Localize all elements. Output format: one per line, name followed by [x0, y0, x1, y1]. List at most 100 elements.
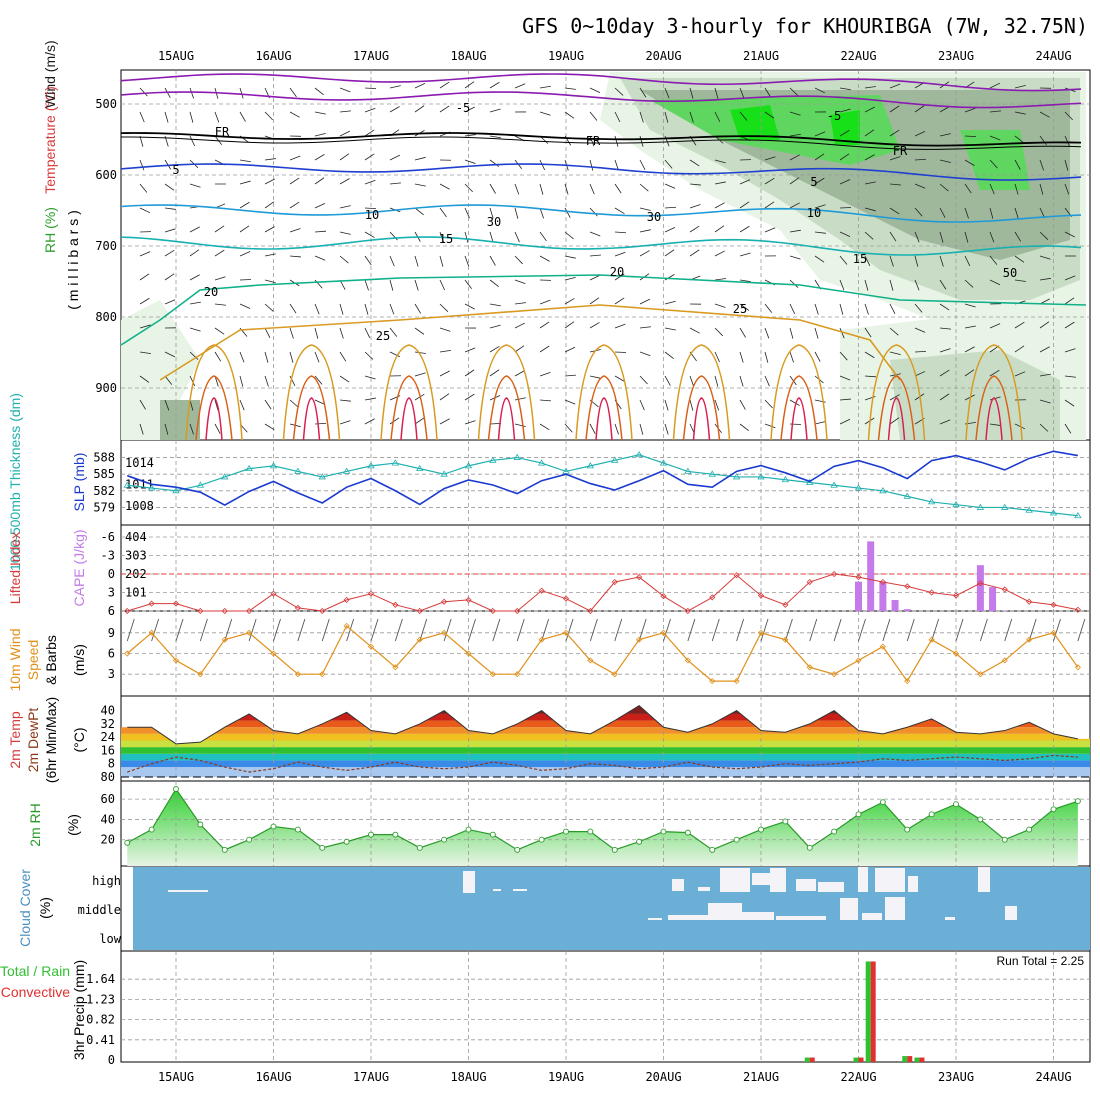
wind-barb [589, 135, 595, 147]
contour-label: 5 [172, 163, 179, 177]
wind-barb [889, 83, 901, 89]
wind10m-barb [1053, 618, 1061, 642]
wind-barb [389, 106, 400, 113]
wind-barb [664, 206, 677, 209]
thickness-tick: 588 [93, 451, 115, 465]
wind-barb [814, 255, 825, 263]
wind-barb [539, 423, 550, 431]
li-point [514, 607, 521, 615]
wind-barb [939, 327, 951, 330]
temp2m-tick: 16 [101, 743, 115, 757]
li-point [392, 601, 399, 608]
contour-25-bubble [185, 344, 243, 441]
wind-barb [714, 181, 726, 185]
wind10m-barb [663, 618, 671, 642]
rh-shade-light [121, 300, 200, 440]
wind-barb [939, 106, 950, 113]
wind-barb [314, 230, 326, 233]
wind-barb [139, 251, 151, 257]
contour-minus5 [120, 91, 1082, 109]
wind-barb [889, 279, 894, 291]
rh2m-point [489, 831, 496, 838]
wind-barb [414, 207, 424, 216]
cloud-level-label: low [99, 932, 121, 946]
contour-label: 20 [610, 265, 624, 279]
wind-barb [1064, 183, 1070, 195]
wind-barb [514, 207, 519, 219]
wind-barb [1039, 346, 1050, 353]
temp2m-tick: 80 [101, 770, 115, 784]
wind-barb [939, 419, 951, 425]
wind-barb [1014, 423, 1026, 430]
wind-barb [739, 351, 744, 363]
wind-barb [764, 423, 776, 429]
contour-30-bubble [292, 375, 331, 441]
wind10m-barb [199, 618, 208, 642]
wind10m-barb [760, 618, 769, 642]
thickness-point [342, 467, 351, 474]
wind-barb [739, 252, 751, 257]
wind-barb [589, 254, 601, 257]
wind-barb [889, 417, 900, 425]
contour-25 [159, 304, 901, 381]
wind-barb [289, 351, 294, 363]
li-tick: 6 [108, 604, 115, 618]
wind-barb [439, 183, 450, 190]
wind-barb [464, 279, 472, 290]
wind-barb [614, 423, 619, 435]
precip-tick: 1.64 [86, 972, 115, 986]
wind10m-label-c: & Barbs [43, 635, 59, 685]
pressure-tick: 900 [95, 381, 117, 395]
wind-barb [614, 323, 626, 329]
wind-barb [364, 207, 377, 209]
contour-label: 15 [853, 252, 867, 266]
rh2m-point [758, 826, 764, 833]
wind-barb [339, 327, 344, 339]
wind-barb [1064, 159, 1069, 171]
wind-barb [964, 231, 969, 243]
wind-barb [889, 105, 900, 113]
wind-barb [1014, 345, 1025, 353]
contour-label: FR [586, 134, 601, 148]
contour-35-bubble [302, 397, 321, 441]
wind10m-barb [443, 618, 452, 642]
precip-label: 3hr Precip (mm) [71, 960, 87, 1060]
wind-barb [1014, 255, 1025, 263]
wind-barb [564, 111, 575, 119]
wind10m-barb [809, 618, 818, 642]
rh2m-label-b: (%) [65, 814, 81, 836]
wind-barb [814, 177, 825, 185]
wind-barb [489, 207, 494, 219]
li-point [879, 578, 886, 586]
wind-barb [314, 399, 326, 405]
wind-barb [714, 250, 725, 257]
contour-30-bubble [682, 375, 721, 441]
wind-barb [414, 372, 426, 377]
wind-barb [539, 299, 551, 305]
temp-band [121, 713, 1090, 721]
wind-barb [514, 370, 525, 377]
wind-barb [364, 375, 376, 380]
wind-barb [864, 351, 875, 359]
wind-barb [264, 423, 275, 431]
wind-barb [614, 375, 625, 382]
thickness-point [123, 481, 131, 488]
cape-li-panel: -6 -3 0 3 6 404 303 202 101 [101, 525, 1090, 618]
wind10m-point [587, 657, 594, 664]
wind-barb [189, 351, 199, 360]
contour-10 [120, 204, 1082, 223]
wind-label: Wind (m/s) [42, 40, 58, 108]
date-label-bottom: 15AUG [158, 1070, 194, 1084]
wind-barb [489, 303, 501, 307]
wind-barb [264, 399, 272, 410]
wind-barb [439, 303, 449, 312]
precip-total-bar [804, 1057, 810, 1062]
thickness-point [537, 459, 546, 466]
wind-barb [239, 201, 250, 209]
wind-barb [939, 279, 947, 290]
wind-barb [964, 303, 976, 308]
cloud-block [493, 889, 501, 891]
wind10m-barb [1077, 618, 1086, 642]
wind-barb [614, 297, 625, 305]
rh-shade-dark [160, 400, 200, 440]
